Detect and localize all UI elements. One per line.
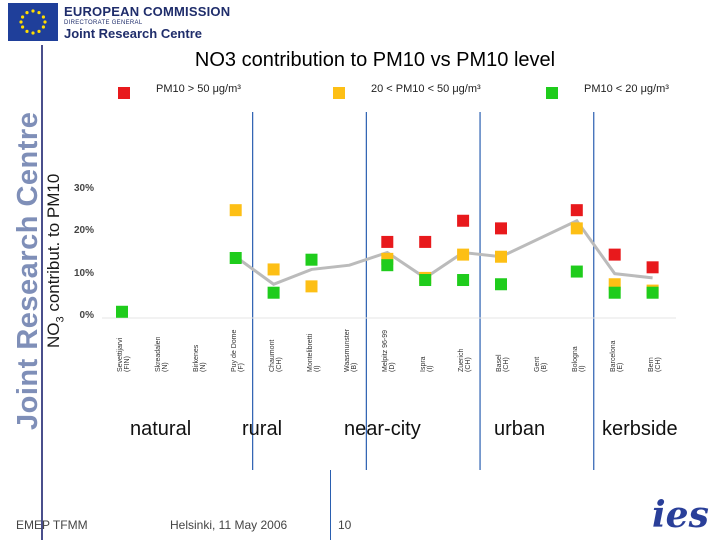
dg-name: DIRECTORATE GENERAL [64, 20, 143, 26]
marker-series2-point10 [646, 286, 659, 299]
legend-marker-high [118, 87, 130, 99]
y-tick-30: 30% [73, 183, 94, 194]
site-type-near-city: near-city [344, 418, 421, 440]
footer-center: Helsinki, 11 May 2006 [170, 518, 288, 532]
footer-left: EMEP TFMM [16, 518, 88, 532]
marker-series0-point0 [381, 235, 394, 248]
marker-series2-point7 [495, 278, 507, 291]
marker-series0-point6 [646, 261, 659, 274]
x-category-label: Barcelona (E) [609, 340, 624, 372]
marker-series0-point1 [419, 235, 432, 248]
marker-series1-point7 [570, 222, 583, 235]
x-category-label: Birkenes (N) [192, 344, 207, 372]
slide-title: NO3 contribution to PM10 vs PM10 level [194, 49, 556, 71]
legend-label-low: PM10 < 20 μg/m³ [584, 83, 669, 95]
site-type-urban: urban [494, 418, 546, 440]
x-category-label: Skreadalen (N) [154, 336, 169, 372]
y-tick-0: 0% [79, 310, 94, 321]
marker-series2-point4 [381, 259, 394, 272]
x-category-label: Chaumont (CH) [268, 339, 283, 372]
marker-series1-point5 [457, 248, 470, 261]
x-category-label: Sevettijarvi (FIN) [117, 337, 131, 372]
x-category-label: Montelibretti (I) [306, 333, 321, 372]
site-type-rural: rural [242, 418, 283, 440]
marker-series1-point6 [495, 250, 507, 263]
x-category-label: Basel (CH) [496, 354, 510, 372]
legend-label-high: PM10 > 50 μg/m³ [156, 83, 241, 95]
marker-series2-point5 [419, 274, 432, 287]
footer-page-number: 10 [338, 518, 352, 532]
legend-marker-low [546, 87, 558, 99]
jrc-name: Joint Research Centre [64, 26, 202, 41]
ies-logo: ies [652, 494, 709, 536]
x-category-label: Puy de Dome (F) [230, 329, 245, 372]
marker-series0-point4 [570, 204, 583, 217]
x-category-label: Melpitz 96-99 (D) [382, 329, 397, 372]
trend-line [234, 218, 653, 286]
eu-flag-logo [8, 3, 58, 41]
marker-series2-point3 [305, 253, 318, 266]
legend-label-mid: 20 < PM10 < 50 μg/m³ [371, 83, 481, 95]
site-type-kerbside: kerbside [602, 418, 678, 440]
org-name: EUROPEAN COMMISSION [64, 4, 231, 19]
marker-series1-point0 [229, 204, 242, 217]
marker-series2-point9 [608, 286, 621, 299]
side-divider-line [41, 45, 43, 540]
marker-series0-point3 [495, 222, 507, 235]
x-category-label: Ispra (I) [420, 356, 435, 372]
x-category-label: Gent (B) [533, 356, 548, 372]
x-category-label: Bologna (I) [571, 346, 586, 372]
site-type-natural: natural [130, 418, 192, 440]
marker-series2-point2 [267, 286, 280, 299]
marker-series0-point2 [457, 214, 470, 227]
y-tick-10: 10% [73, 268, 94, 279]
footer-divider [330, 470, 331, 540]
marker-series0-point5 [608, 248, 621, 261]
marker-series1-point1 [267, 263, 280, 276]
marker-series1-point2 [305, 280, 318, 293]
marker-series2-point0 [116, 305, 128, 318]
legend-marker-mid [333, 87, 345, 99]
marker-series2-point1 [229, 252, 242, 265]
marker-series2-point6 [457, 274, 470, 287]
x-category-label: Bern (CH) [647, 357, 662, 372]
y-tick-20: 20% [73, 225, 94, 236]
x-category-label: Zuerich (CH) [458, 348, 473, 372]
x-category-label: Waasmunster (B) [344, 329, 359, 372]
marker-series2-point8 [570, 265, 583, 278]
